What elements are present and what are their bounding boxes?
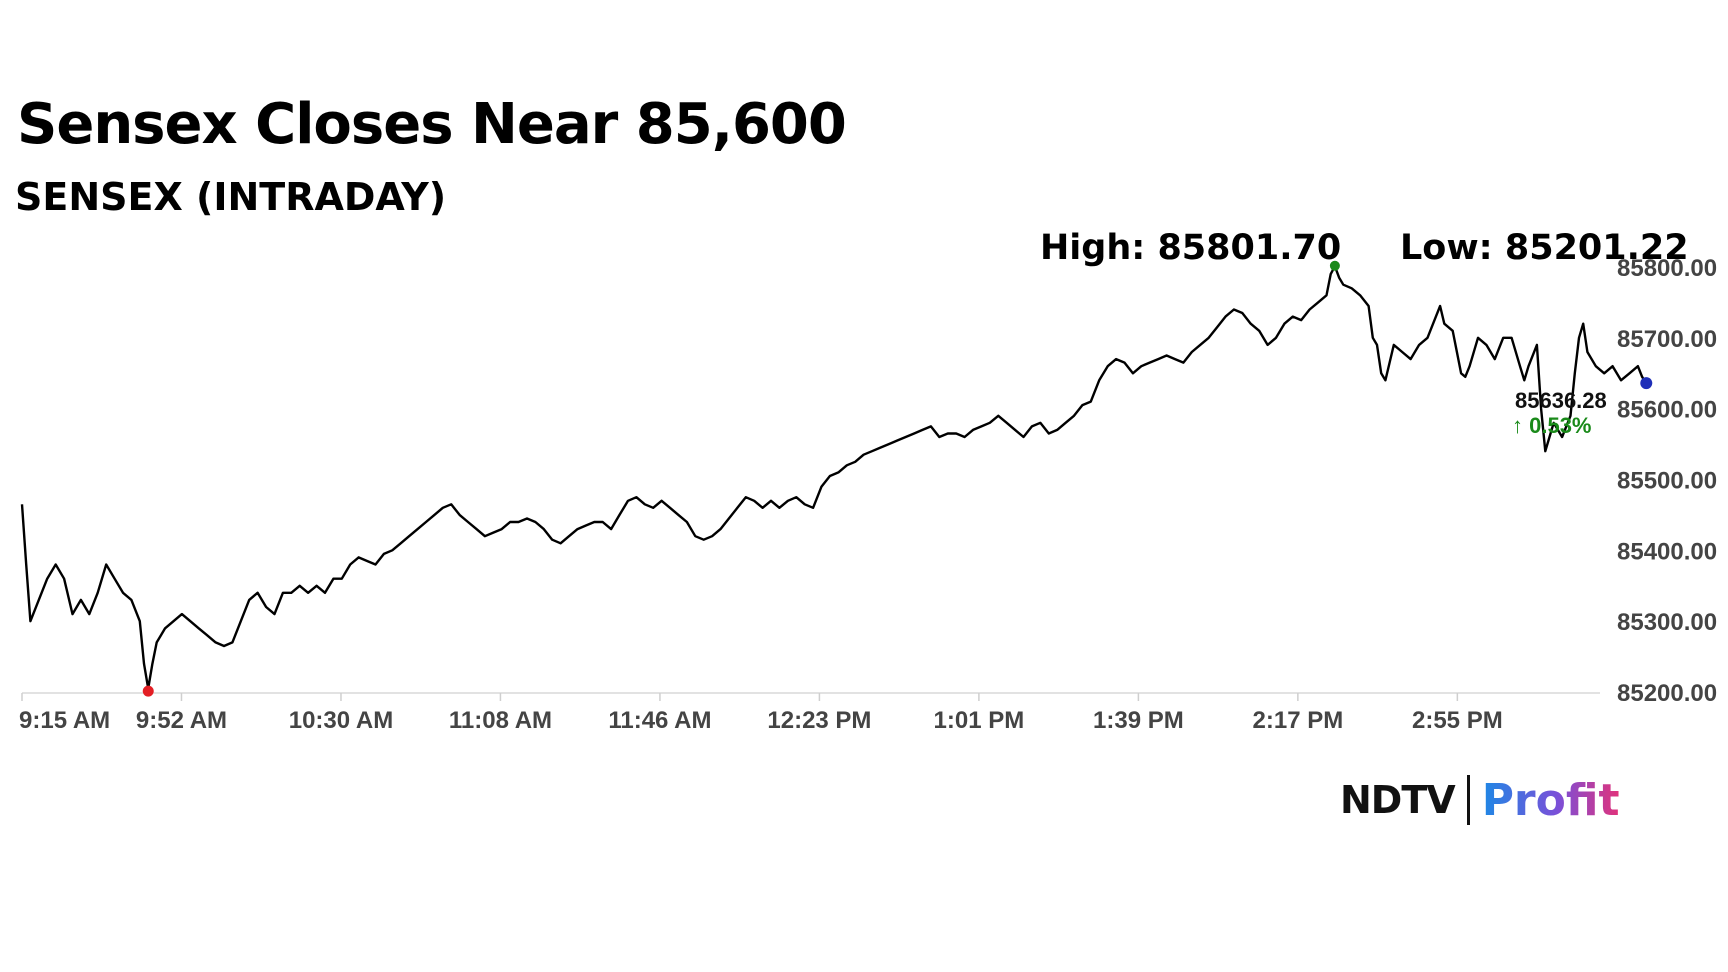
x-tick-label: 9:15 AM [19,707,110,734]
ndtv-profit-logo: NDTV Profit [1340,770,1620,830]
x-tick-label: 2:17 PM [1253,707,1344,734]
y-tick-label: 85500.00 [1617,468,1717,495]
chart-subtitle: SENSEX (INTRADAY) [15,175,447,219]
x-tick-label: 9:52 AM [136,707,227,734]
x-tick-label: 10:30 AM [289,707,393,734]
sensex-price-line [20,265,1648,690]
low-label: Low: 85201.22 [1400,228,1689,268]
last-value-label: 85636.28 [1515,388,1607,413]
logo-ndtv-text: NDTV [1340,778,1456,822]
y-tick-label: 85600.00 [1617,397,1717,424]
y-tick-label: 85700.00 [1617,326,1717,353]
y-tick-label: 85800.00 [1617,255,1717,282]
x-tick-label: 11:46 AM [608,707,711,734]
x-tick-label: 12:23 PM [767,707,871,734]
y-tick-label: 85200.00 [1617,680,1717,707]
last-point-marker [1640,377,1653,390]
x-tick-label: 2:55 PM [1412,707,1503,734]
x-tick-label: 1:39 PM [1093,707,1184,734]
x-tick-label: 1:01 PM [934,707,1025,734]
x-tick-label: 11:08 AM [449,707,552,734]
logo-profit-text: Profit [1481,774,1620,826]
low-point-marker [142,685,154,697]
y-tick-label: 85300.00 [1617,609,1717,636]
high-point-marker [1329,260,1340,271]
y-tick-label: 85400.00 [1617,538,1717,565]
logo-divider [1466,775,1470,825]
change-percent-label: ↑ 0.53% [1512,413,1592,438]
high-label: High: 85801.70 [1040,228,1342,268]
chart-title: Sensex Closes Near 85,600 [17,92,847,157]
